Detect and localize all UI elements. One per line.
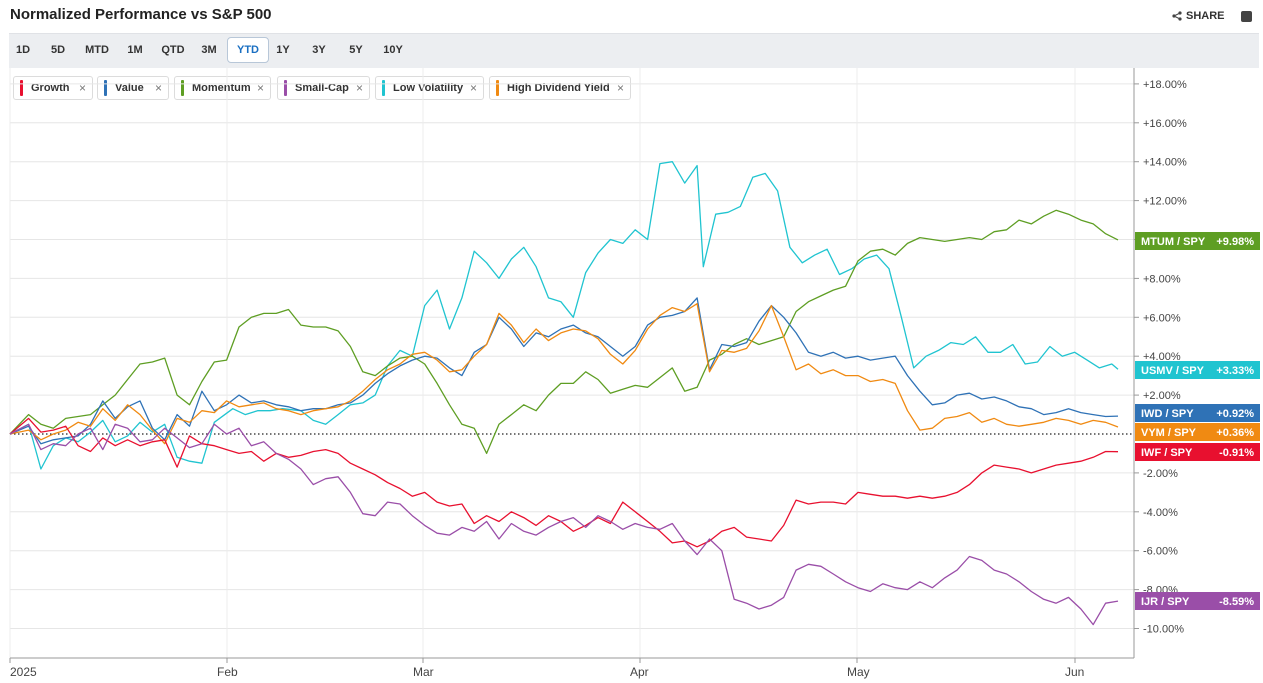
end-tag-bg: [1135, 361, 1260, 379]
range-button-1y[interactable]: 1Y: [276, 44, 290, 56]
end-tag-ticker: IWF / SPY: [1141, 447, 1193, 459]
x-tick-label: Feb: [217, 665, 238, 679]
range-toolbar: 1D 5D MTD 1M QTD 3M YTD 1Y 3Y 5Y 10Y: [9, 33, 1259, 68]
end-tag-bg: [1135, 592, 1260, 610]
end-tag-value: +0.36%: [1216, 427, 1254, 439]
share-button[interactable]: SHARE: [1172, 10, 1225, 22]
expand-icon[interactable]: [1241, 11, 1252, 22]
range-button-3m[interactable]: 3M: [201, 44, 217, 56]
legend-label: Momentum: [192, 82, 251, 94]
legend-swatch: [181, 80, 184, 96]
series-line-low-volatility: [9, 161, 1119, 470]
legend-label: Growth: [31, 82, 70, 94]
range-button-5y[interactable]: 5Y: [349, 44, 363, 56]
legend-swatch: [496, 80, 499, 96]
legend-swatch: [284, 80, 287, 96]
end-tag-ticker: IJR / SPY: [1141, 596, 1190, 608]
x-tick-label: May: [847, 665, 870, 679]
end-tag-ticker: VYM / SPY: [1141, 427, 1197, 439]
y-tick-label: +12.00%: [1143, 196, 1187, 208]
x-tick-label: 2025: [10, 665, 37, 679]
legend-chip-low-volatility[interactable]: Low Volatility ×: [375, 76, 484, 100]
end-tag-ticker: USMV / SPY: [1141, 365, 1205, 377]
end-tag-bg: [1135, 443, 1260, 461]
legend-label: High Dividend Yield: [507, 82, 610, 94]
series-line-growth: [9, 417, 1119, 548]
series-line-momentum: [9, 209, 1119, 455]
range-button-3y[interactable]: 3Y: [312, 44, 326, 56]
x-tick-label: Jun: [1065, 665, 1084, 679]
series-line-small-cap: [9, 423, 1119, 626]
legend-swatch: [104, 80, 107, 96]
legend-label: Small-Cap: [295, 82, 349, 94]
end-tag-high-dividend-yield: VYM / SPY +0.36%: [1135, 423, 1260, 441]
range-button-5d[interactable]: 5D: [50, 44, 66, 56]
series-line-value: [9, 297, 1119, 445]
range-button-ytd[interactable]: YTD: [227, 37, 269, 63]
range-button-qtd[interactable]: QTD: [161, 44, 185, 56]
y-tick-label: +18.00%: [1143, 79, 1187, 91]
end-tag-value: IWD / SPY +0.92%: [1135, 404, 1260, 422]
legend-chip-high-dividend-yield[interactable]: High Dividend Yield ×: [489, 76, 631, 100]
y-tick-label: -4.00%: [1143, 507, 1178, 519]
share-label: SHARE: [1186, 10, 1225, 22]
close-icon[interactable]: ×: [154, 81, 162, 95]
end-tag-value: +9.98%: [1216, 236, 1254, 248]
close-icon[interactable]: ×: [78, 81, 86, 95]
legend-chip-momentum[interactable]: Momentum ×: [174, 76, 271, 100]
end-tag-bg: [1135, 423, 1260, 441]
end-tag-growth: IWF / SPY -0.91%: [1135, 443, 1260, 461]
legend-chip-small-cap[interactable]: Small-Cap ×: [277, 76, 370, 100]
close-icon[interactable]: ×: [355, 81, 363, 95]
y-tick-label: +4.00%: [1143, 351, 1181, 363]
page-title: Normalized Performance vs S&P 500: [10, 6, 272, 23]
end-tag-low-volatility: USMV / SPY +3.33%: [1135, 361, 1260, 379]
y-tick-label: -6.00%: [1143, 546, 1178, 558]
y-tick-label: +14.00%: [1143, 157, 1187, 169]
end-tag-momentum: MTUM / SPY +9.98%: [1135, 232, 1260, 250]
legend-label: Low Volatility: [393, 82, 464, 94]
legend-swatch: [382, 80, 385, 96]
range-button-mtd[interactable]: MTD: [85, 44, 109, 56]
legend-chip-value[interactable]: Value ×: [97, 76, 169, 100]
end-tag-bg: [1135, 232, 1260, 250]
range-button-10y[interactable]: 10Y: [383, 44, 403, 56]
close-icon[interactable]: ×: [256, 81, 264, 95]
end-tag-value: +0.92%: [1216, 408, 1254, 420]
range-button-1m[interactable]: 1M: [127, 44, 143, 56]
legend-chip-growth[interactable]: Growth ×: [13, 76, 93, 100]
close-icon[interactable]: ×: [469, 81, 477, 95]
end-tag-bg: [1135, 404, 1260, 422]
y-tick-label: +16.00%: [1143, 118, 1187, 130]
close-icon[interactable]: ×: [616, 81, 624, 95]
range-button-1d[interactable]: 1D: [15, 44, 31, 56]
share-icon: [1172, 11, 1182, 21]
y-tick-label: -10.00%: [1143, 624, 1184, 636]
end-tag-ticker: MTUM / SPY: [1141, 236, 1206, 248]
end-tag-small-cap: IJR / SPY -8.59%: [1135, 592, 1260, 610]
end-tag-value: +3.33%: [1216, 365, 1254, 377]
end-tag-value: -8.59%: [1219, 596, 1254, 608]
end-tag-ticker: IWD / SPY: [1141, 408, 1194, 420]
y-tick-label: -2.00%: [1143, 468, 1178, 480]
legend-swatch: [20, 80, 23, 96]
x-tick-label: Apr: [630, 665, 649, 679]
end-tag-value: -0.91%: [1219, 447, 1254, 459]
y-tick-label: +2.00%: [1143, 390, 1181, 402]
x-tick-label: Mar: [413, 665, 434, 679]
y-tick-label: +8.00%: [1143, 273, 1181, 285]
y-tick-label: +6.00%: [1143, 312, 1181, 324]
series-line-high-dividend-yield: [9, 303, 1119, 445]
legend-label: Value: [115, 82, 144, 94]
